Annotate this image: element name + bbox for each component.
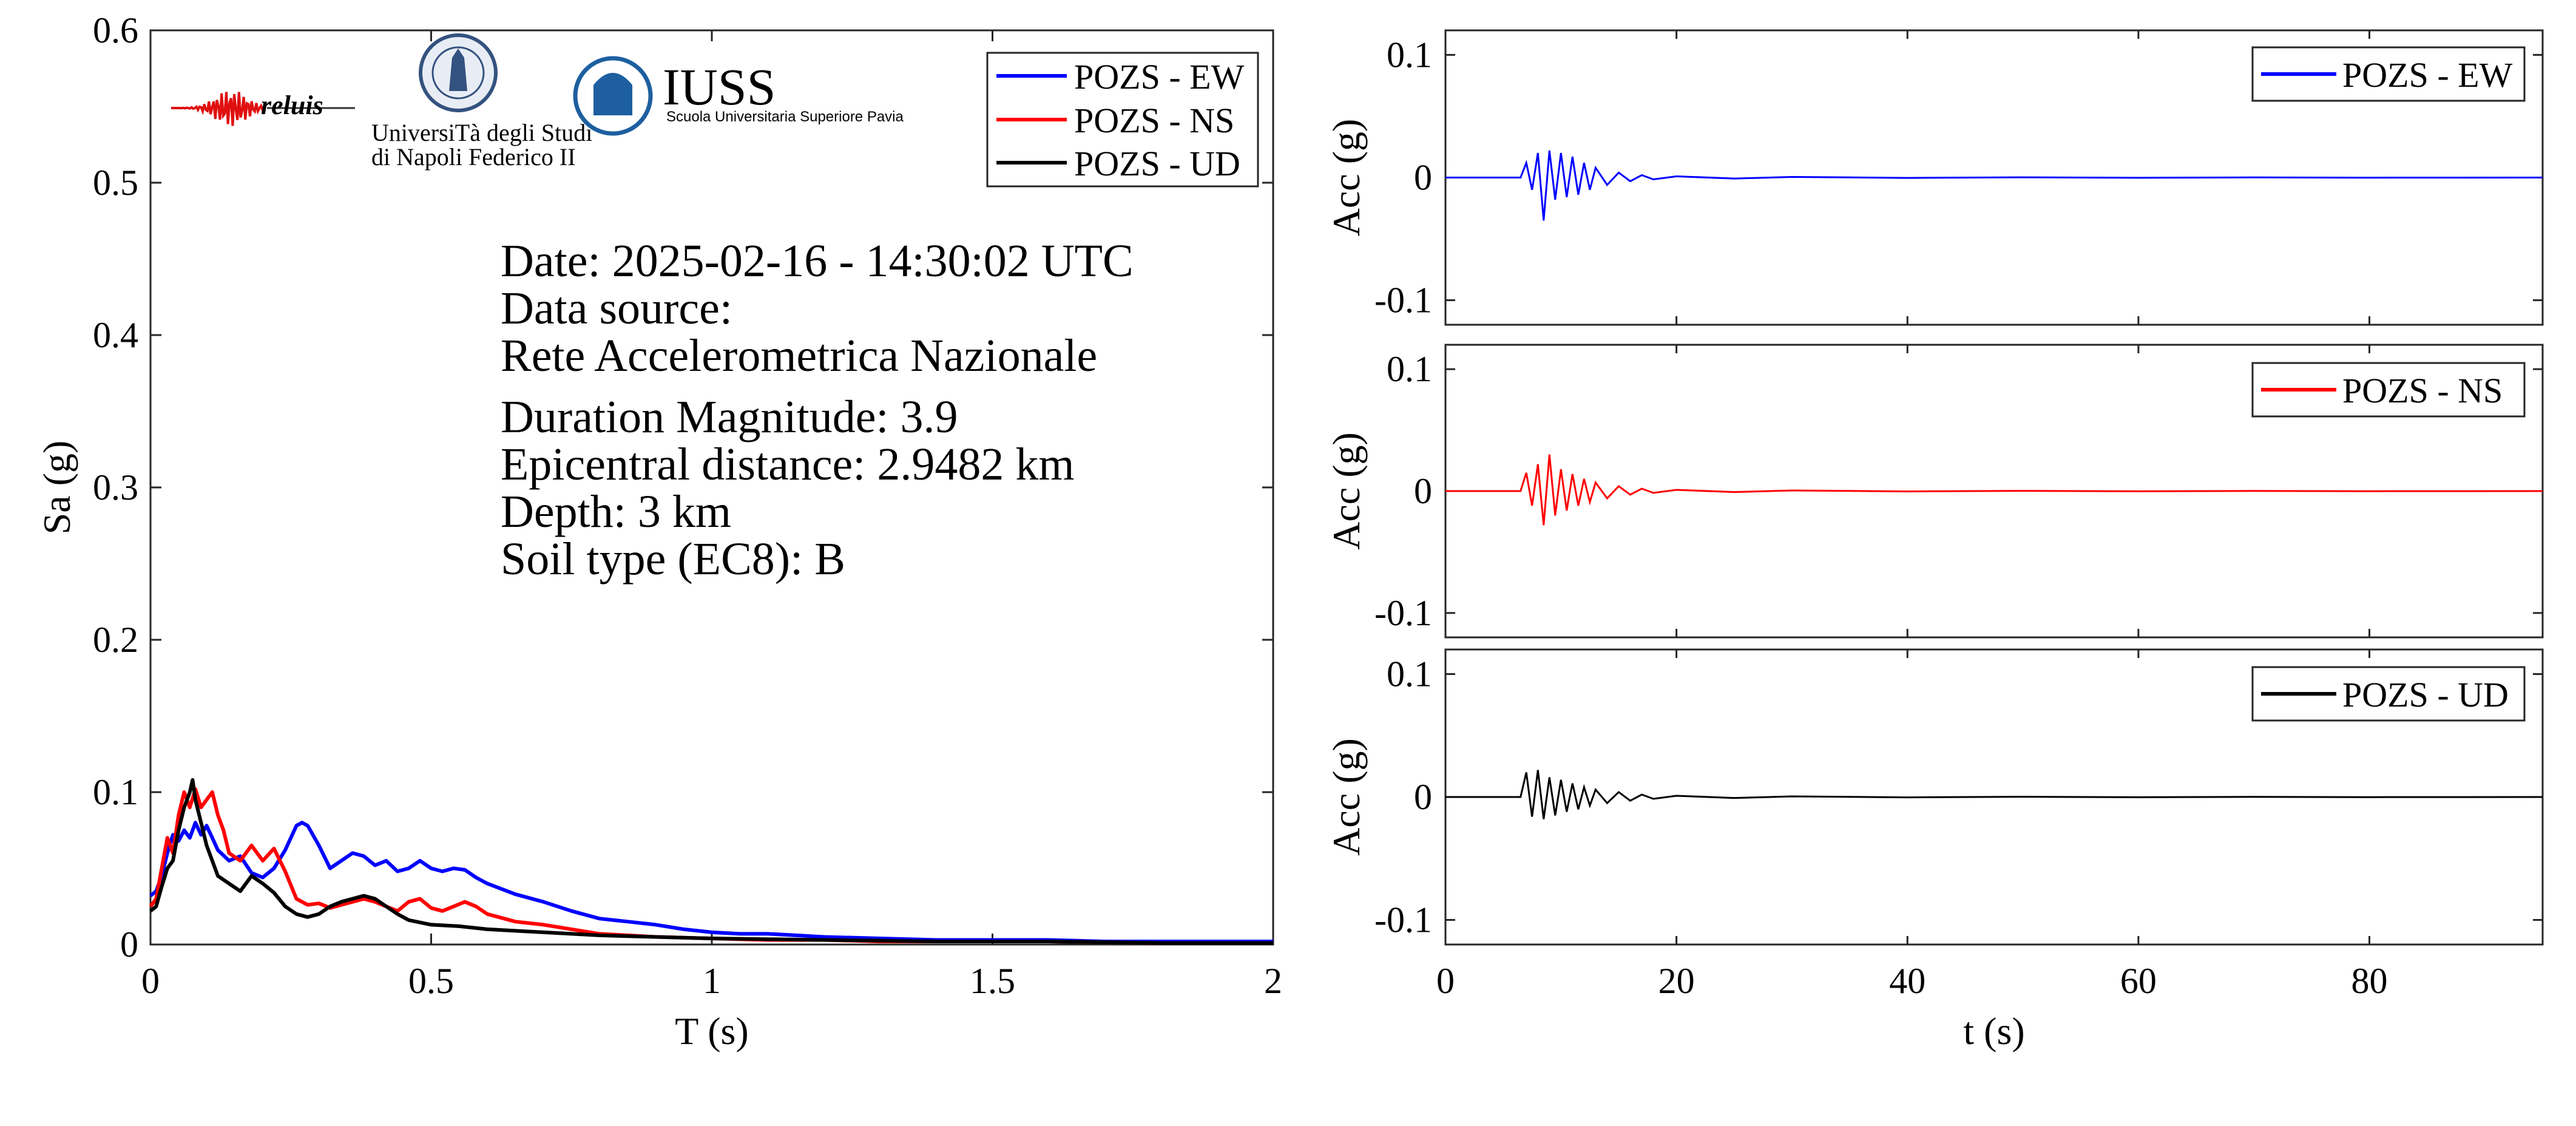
acceleration-panel-ud: -0.1 0 0.1 Acc (g) POZS - UD xyxy=(1325,648,2544,946)
spectrum-series-lines xyxy=(149,778,1273,945)
acceleration-legend-label-ns: POZS - NS xyxy=(2342,371,2503,410)
legend-label-ew: POZS - EW xyxy=(1074,57,1245,97)
event-info: Date: 2025-02-16 - 14:30:02 UTC Data sou… xyxy=(501,236,1134,585)
iuss-emblem-building xyxy=(593,85,632,115)
acceleration-y-tick-label: -0.1 xyxy=(1374,593,1432,633)
spectrum-y-tick-label: 0.3 xyxy=(93,467,138,507)
spectrum-y-tick-label: 0.4 xyxy=(93,315,138,355)
unina-logo-text-line-2: di Napoli Federico II xyxy=(371,143,576,171)
acceleration-panel-ns: -0.1 0 0.1 Acc (g) POZS - NS xyxy=(1325,344,2544,639)
acceleration-y-axis-label-ud: Acc (g) xyxy=(1325,738,1368,856)
spectrum-x-tick-label: 0 xyxy=(141,961,160,1001)
spectrum-series-line-ud xyxy=(149,778,1273,945)
acceleration-x-tick-label: 0 xyxy=(1436,961,1455,1001)
acceleration-y-tick-label: 0 xyxy=(1414,471,1432,511)
spectrum-legend: POZS - EW POZS - NS POZS - UD xyxy=(986,52,1259,188)
acceleration-y-tick-label: -0.1 xyxy=(1374,900,1432,940)
acceleration-y-tick-label: 0 xyxy=(1414,158,1432,198)
iuss-logo: IUSS Scuola Universitaria Superiore Pavi… xyxy=(573,56,904,136)
spectrum-y-tick-label: 0.5 xyxy=(93,163,138,203)
reluis-logo-text: reluis xyxy=(261,90,323,120)
spectrum-y-tick-label: 0.6 xyxy=(93,10,138,50)
acceleration-series-line-ew xyxy=(1445,150,2543,221)
acceleration-panel-ew: -0.1 0 0.1 Acc (g) POZS - EW xyxy=(1325,29,2544,326)
acceleration-legend-ud: POZS - UD xyxy=(2251,666,2526,722)
acceleration-legend-box-ns xyxy=(2251,362,2526,418)
acceleration-y-tick-label: 0 xyxy=(1414,777,1432,817)
acceleration-y-tick-label: 0.1 xyxy=(1387,349,1432,389)
duration-magnitude: Duration Magnitude: 3.9 xyxy=(501,392,958,443)
event-depth: Depth: 3 km xyxy=(501,486,731,537)
iuss-logo-title: IUSS xyxy=(663,58,776,116)
acceleration-series-line-ns xyxy=(1445,454,2543,526)
spectrum-x-tick-label: 0.5 xyxy=(408,961,454,1001)
legend-label-ns: POZS - NS xyxy=(1074,101,1234,140)
spectrum-y-axis-label: Sa (g) xyxy=(35,441,78,535)
data-source-value: Rete Accelerometrica Nazionale xyxy=(501,330,1097,381)
acceleration-legend-ew: POZS - EW xyxy=(2251,46,2526,102)
acceleration-x-tick-label: 60 xyxy=(2120,961,2157,1001)
spectrum-x-tick-label: 1 xyxy=(703,961,721,1001)
epicentral-distance: Epicentral distance: 2.9482 km xyxy=(501,439,1075,490)
acceleration-y-axis-label-ns: Acc (g) xyxy=(1325,432,1368,550)
soil-type: Soil type (EC8): B xyxy=(501,534,845,585)
reluis-logo: reluis xyxy=(171,90,355,126)
legend-label-ud: POZS - UD xyxy=(1074,144,1240,183)
spectrum-y-tick-label: 0.2 xyxy=(93,620,138,660)
acceleration-y-tick-label: -0.1 xyxy=(1374,280,1432,321)
acceleration-y-tick-label: 0.1 xyxy=(1387,654,1432,694)
acceleration-x-tick-label: 40 xyxy=(1889,961,1925,1001)
acceleration-y-axis-label-ew: Acc (g) xyxy=(1325,119,1368,237)
iuss-logo-subtitle: Scuola Universitaria Superiore Pavia xyxy=(666,109,904,125)
spectrum-x-tick-label: 2 xyxy=(1264,961,1282,1001)
spectrum-ticks: 0 0.5 1 1.5 2 0 0.1 0.2 0.3 0.4 0.5 0.6 xyxy=(93,10,1282,1001)
acceleration-legend-label-ew: POZS - EW xyxy=(2342,55,2513,95)
reluis-logo-waveform xyxy=(171,92,266,126)
time-axis-label: t (s) xyxy=(1963,1009,2024,1053)
unina-seal-inner xyxy=(431,46,485,100)
acceleration-x-tick-label: 80 xyxy=(2351,961,2388,1001)
acceleration-series-line-ud xyxy=(1445,770,2543,819)
acceleration-x-tick-label: 20 xyxy=(1658,961,1695,1001)
spectrum-chart: 0 0.5 1 1.5 2 0 0.1 0.2 0.3 0.4 0.5 0.6 T (s) Sa (g… xyxy=(35,10,1282,1053)
spectrum-y-tick-label: 0 xyxy=(120,924,138,965)
unina-seal-figure xyxy=(449,49,467,91)
event-date: Date: 2025-02-16 - 14:30:02 UTC xyxy=(501,236,1134,287)
acceleration-y-tick-label: 0.1 xyxy=(1387,35,1432,75)
data-source-label: Data source: xyxy=(501,283,732,334)
spectrum-x-tick-label: 1.5 xyxy=(970,961,1015,1001)
iuss-emblem-dome xyxy=(593,73,632,85)
unina-logo-text-line-1: UniversiTà degli Studi xyxy=(371,119,592,146)
spectrum-x-axis-label: T (s) xyxy=(675,1009,748,1053)
spectrum-y-tick-label: 0.1 xyxy=(93,772,138,812)
acceleration-legend-label-ud: POZS - UD xyxy=(2342,675,2509,714)
acceleration-legend-ns: POZS - NS xyxy=(2251,362,2526,418)
unina-logo: UniversiTà degli Studi di Napoli Federic… xyxy=(371,33,592,171)
